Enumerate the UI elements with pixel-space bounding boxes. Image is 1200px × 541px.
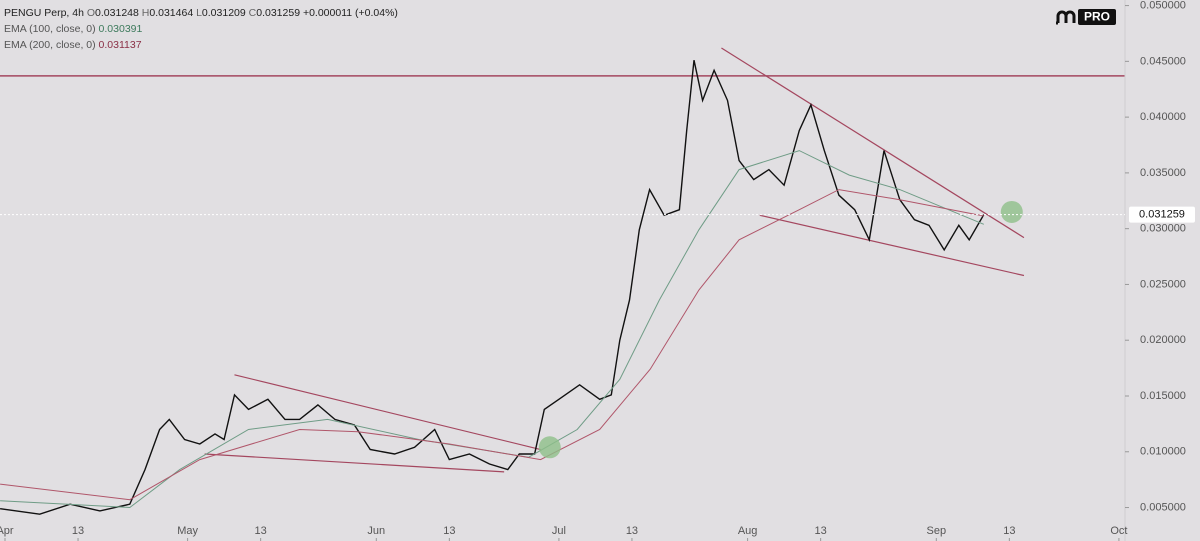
low: 0.031209 <box>202 7 246 19</box>
trendline <box>234 374 541 451</box>
trendline <box>204 453 505 473</box>
y-tick-label: 0.035000 <box>1140 167 1186 179</box>
o-label: O <box>87 7 95 19</box>
y-tick-label: 0.025000 <box>1140 278 1186 290</box>
logo: PRO <box>1056 9 1116 25</box>
series-line <box>0 189 984 501</box>
y-tick-label: 0.005000 <box>1140 501 1186 513</box>
change: +0.000011 (+0.04%) <box>303 7 398 19</box>
trendline <box>759 214 1025 277</box>
signal-marker <box>1000 200 1023 223</box>
l-label: L <box>196 7 202 19</box>
x-tick-label: 13 <box>626 525 638 537</box>
ema-name: EMA (200, close, 0) <box>4 39 96 51</box>
c-label: C <box>249 7 257 19</box>
high: 0.031464 <box>149 7 193 19</box>
series-line <box>0 150 984 509</box>
x-tick-label: Oct <box>1110 525 1127 537</box>
ema-value: 0.031137 <box>99 39 142 51</box>
ema-value: 0.030391 <box>99 23 143 35</box>
x-tick-label: 13 <box>72 525 84 537</box>
logo-icon <box>1056 10 1076 25</box>
logo-text: PRO <box>1084 10 1110 24</box>
last-price-label: 0.031259 <box>1139 209 1185 221</box>
series-line <box>0 60 985 515</box>
h-label: H <box>142 7 150 19</box>
plot-area <box>0 47 1125 515</box>
logo-badge <box>1078 9 1116 25</box>
x-tick-label: 13 <box>815 525 827 537</box>
last-price-box <box>1129 206 1195 223</box>
ema-100: EMA (100, close, 0) 0.030391 <box>4 23 143 35</box>
x-tick-label: 13 <box>255 525 267 537</box>
close: 0.031259 <box>256 7 300 19</box>
x-tick-label: Aug <box>738 525 758 537</box>
y-tick-label: 0.040000 <box>1140 111 1186 123</box>
y-tick-label: 0.050000 <box>1140 0 1186 11</box>
y-tick-label: 0.030000 <box>1140 223 1186 235</box>
y-tick-label: 0.010000 <box>1140 446 1186 458</box>
x-tick-label: Jul <box>552 525 566 537</box>
x-tick-label: 13 <box>1003 525 1015 537</box>
x-tick-label: Sep <box>927 525 947 537</box>
x-tick-label: 13 <box>443 525 455 537</box>
x-tick-label: Jun <box>367 525 385 537</box>
trendline <box>721 47 1025 239</box>
y-tick-label: 0.045000 <box>1140 55 1186 67</box>
signal-marker <box>538 436 561 459</box>
x-tick-label: Apr <box>0 525 14 537</box>
ema-name: EMA (100, close, 0) <box>4 23 96 35</box>
symbol: PENGU Perp, 4h <box>4 7 84 19</box>
header: PENGU Perp, 4h O0.031248 H0.031464 L0.03… <box>4 7 398 19</box>
y-tick-label: 0.015000 <box>1140 390 1186 402</box>
open: 0.031248 <box>95 7 139 19</box>
x-tick-label: May <box>177 525 198 537</box>
y-tick-label: 0.020000 <box>1140 334 1186 346</box>
ema-200: EMA (200, close, 0) 0.031137 <box>4 39 142 51</box>
